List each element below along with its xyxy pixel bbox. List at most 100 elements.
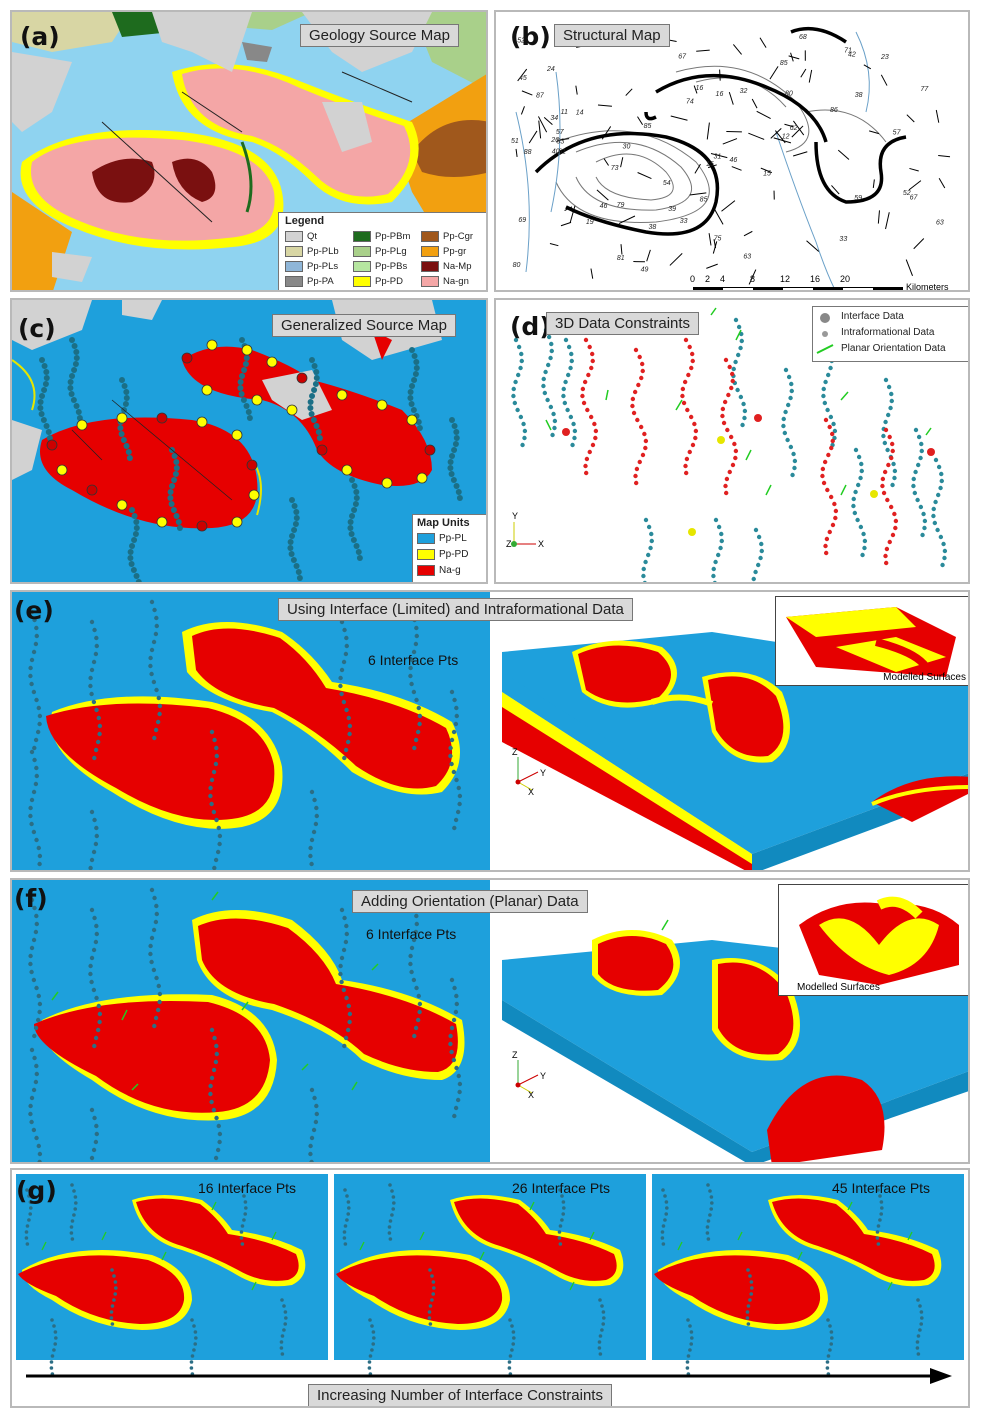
data-point — [53, 1342, 58, 1346]
data-point — [355, 549, 362, 555]
data-point — [635, 417, 640, 423]
data-point — [155, 1007, 161, 1013]
strike-tick — [731, 166, 742, 171]
data-point — [879, 1212, 884, 1216]
data-point — [683, 463, 688, 469]
data-point — [32, 1033, 37, 1039]
data-point — [127, 555, 134, 561]
scale-unit: Kilometers — [906, 282, 949, 292]
data-point — [350, 537, 357, 543]
orientation-arrow — [765, 484, 772, 496]
orientation-arrow — [419, 1231, 425, 1241]
data-point — [736, 352, 741, 358]
strike-tick — [905, 259, 913, 276]
data-point — [566, 344, 572, 350]
data-point — [33, 929, 39, 935]
data-point — [758, 555, 763, 561]
data-point — [689, 365, 694, 371]
strike-tick — [597, 104, 612, 107]
data-point — [309, 1135, 315, 1141]
strike-tick — [620, 244, 623, 255]
data-point — [213, 857, 219, 863]
map-unit-swatch — [417, 533, 435, 544]
data-point — [244, 1206, 248, 1210]
data-point — [428, 1304, 433, 1308]
data-point — [457, 1089, 462, 1095]
data-point — [339, 907, 345, 913]
data-point — [551, 411, 556, 417]
panel-e-interface-count: 6 Interface Pts — [368, 652, 459, 668]
data-point — [452, 1113, 457, 1119]
data-point — [347, 723, 353, 729]
data-point — [311, 363, 318, 369]
strike-tick — [938, 177, 946, 189]
data-point — [213, 761, 219, 767]
interface-point — [241, 344, 253, 356]
legend-swatch — [285, 276, 303, 287]
data-point — [91, 1147, 97, 1153]
data-point — [43, 375, 50, 381]
interface-point — [156, 412, 168, 424]
data-point — [601, 1322, 606, 1326]
data-point — [292, 521, 299, 527]
data-point — [28, 1103, 33, 1109]
data-point — [665, 1206, 669, 1210]
data-point — [789, 381, 794, 387]
data-point — [663, 1218, 667, 1222]
data-point — [661, 1242, 666, 1246]
data-point — [825, 1360, 830, 1364]
strike-tick — [748, 269, 757, 285]
dip-label: 79 — [617, 202, 625, 209]
data-point — [308, 845, 313, 851]
dip-label: 86 — [830, 107, 838, 114]
data-point — [598, 1334, 603, 1338]
data-point — [74, 1201, 78, 1205]
data-point — [93, 1139, 99, 1145]
data-point — [562, 400, 568, 406]
data-point — [97, 731, 102, 737]
data-point — [89, 667, 95, 673]
data-point — [825, 1366, 830, 1370]
data-point — [173, 513, 180, 519]
data-point — [448, 745, 453, 751]
data-point — [29, 681, 34, 687]
strike-tick — [773, 137, 792, 144]
panel-e-interface-intraformational: Z Y X (e) Using Interface (Limited) and … — [10, 590, 970, 872]
orientation-arrow — [661, 919, 669, 931]
data-point — [748, 1274, 752, 1278]
strike-tick — [791, 125, 804, 138]
data-point — [683, 470, 689, 476]
data-point — [291, 503, 298, 509]
data-point — [89, 955, 95, 961]
dip-label: 31 — [713, 153, 721, 160]
data-point — [343, 1224, 348, 1228]
data-point — [156, 983, 161, 989]
data-point — [548, 355, 553, 361]
data-point — [828, 1324, 832, 1328]
data-point — [70, 397, 77, 403]
data-point — [342, 915, 347, 921]
panel-f-interface-count: 6 Interface Pts — [366, 926, 457, 942]
data-point — [339, 667, 345, 673]
data-point — [431, 1292, 436, 1296]
data-point — [117, 425, 124, 431]
data-point — [291, 527, 298, 533]
interface-point — [376, 399, 388, 411]
data-point — [511, 386, 516, 392]
data-point — [89, 1107, 95, 1113]
dip-label: 68 — [799, 34, 807, 41]
data-point — [455, 809, 461, 815]
data-point — [742, 415, 747, 421]
dip-label: 71 — [844, 48, 852, 55]
data-point — [641, 566, 646, 572]
data-point — [858, 475, 863, 481]
panel-a-geology-source-map: (a) Geology Source Map Legend Qt Pp-PBm Pp… — [10, 10, 488, 292]
data-point — [36, 705, 41, 711]
data-point — [125, 449, 132, 455]
data-point — [912, 490, 918, 496]
data-point — [32, 617, 37, 623]
data-point — [32, 1055, 37, 1061]
data-point — [216, 1123, 221, 1129]
panel-f-inset: Modelled Surfaces — [778, 884, 968, 996]
data-point — [287, 545, 294, 551]
